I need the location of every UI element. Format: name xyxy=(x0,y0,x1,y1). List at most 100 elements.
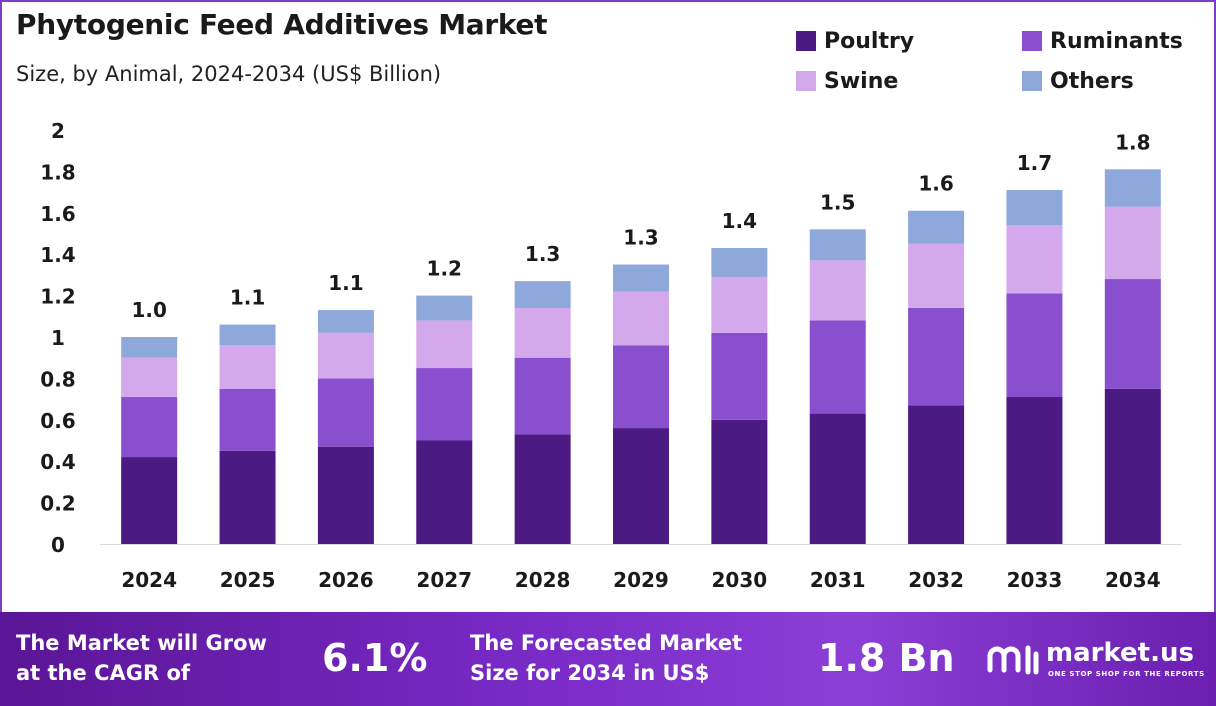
bar-segment-poultry xyxy=(809,413,866,544)
legend-label-swine: Swine xyxy=(824,68,899,94)
bar-segment-poultry xyxy=(219,450,276,544)
bar-segment-ruminants xyxy=(1006,293,1063,398)
y-tick-label: 1.8 xyxy=(40,160,75,184)
bar-segment-swine xyxy=(809,260,866,321)
legend-item-poultry: Poultry xyxy=(796,26,1022,56)
bar-segment-others xyxy=(908,210,965,244)
y-tick-label: 1.4 xyxy=(40,243,75,267)
bar-segment-swine xyxy=(613,291,669,346)
bar-total-label: 1.8 xyxy=(1115,130,1150,154)
legend-label-poultry: Poultry xyxy=(824,28,915,54)
bar-segment-poultry xyxy=(416,440,473,544)
bar-segment-poultry xyxy=(514,434,571,544)
brand-name: market.us xyxy=(1046,638,1194,668)
bar-segment-poultry xyxy=(711,419,768,544)
bar-segment-swine xyxy=(711,276,768,333)
y-tick-label: 0 xyxy=(51,533,65,557)
bar-segment-ruminants xyxy=(711,332,768,420)
x-tick-label: 2028 xyxy=(515,568,571,592)
y-tick-label: 0.2 xyxy=(40,492,75,516)
cagr-value: 6.1% xyxy=(322,636,428,680)
bar-segment-swine xyxy=(416,320,473,369)
legend-label-ruminants: Ruminants xyxy=(1050,28,1183,54)
x-tick-label: 2031 xyxy=(810,568,866,592)
bar-total-label: 1.3 xyxy=(623,226,658,250)
cagr-text: The Market will Grow at the CAGR of xyxy=(16,631,267,685)
bar-segment-poultry xyxy=(317,446,374,544)
x-tick-label: 2026 xyxy=(318,568,374,592)
bar-total-label: 1.5 xyxy=(820,190,855,214)
bar-total-label: 1.1 xyxy=(230,286,265,310)
bar-total-label: 1.3 xyxy=(525,242,560,266)
forecast-text: The Forecasted Market Size for 2034 in U… xyxy=(470,631,743,685)
bar-segment-swine xyxy=(121,357,178,398)
bar-segment-ruminants xyxy=(416,368,473,441)
bar-segment-others xyxy=(514,281,571,309)
legend-item-ruminants: Ruminants xyxy=(1022,26,1206,56)
bar-total-label: 1.2 xyxy=(427,257,462,281)
y-tick-label: 0.8 xyxy=(40,367,75,391)
bar-segment-others xyxy=(1104,169,1161,207)
x-tick-label: 2029 xyxy=(613,568,669,592)
bar-segment-swine xyxy=(1006,225,1063,294)
chart-subtitle: Size, by Animal, 2024-2034 (US$ Billion) xyxy=(16,62,442,86)
legend: Poultry Ruminants Swine Others xyxy=(796,26,1206,98)
bar-segment-ruminants xyxy=(613,345,669,429)
bar-total-label: 1.1 xyxy=(328,271,363,295)
forecast-value: 1.8 Bn xyxy=(818,636,955,680)
bar-segment-swine xyxy=(514,308,571,358)
legend-swatch-others xyxy=(1022,71,1042,91)
bar-segment-ruminants xyxy=(809,320,866,414)
bar-segment-ruminants xyxy=(317,378,374,447)
y-tick-label: 0.6 xyxy=(40,409,75,433)
y-tick-label: 1.2 xyxy=(40,285,75,309)
bar-segment-ruminants xyxy=(908,308,965,406)
bar-segment-others xyxy=(711,247,768,277)
bar-total-label: 1.7 xyxy=(1017,151,1052,175)
legend-item-swine: Swine xyxy=(796,66,1022,96)
y-tick-label: 1.6 xyxy=(40,202,75,226)
bar-segment-poultry xyxy=(1104,388,1161,544)
bar-segment-swine xyxy=(317,332,374,379)
chart-title: Phytogenic Feed Additives Market xyxy=(16,8,548,41)
legend-item-others: Others xyxy=(1022,66,1206,96)
x-tick-label: 2033 xyxy=(1007,568,1063,592)
bar-segment-poultry xyxy=(908,405,965,544)
legend-label-others: Others xyxy=(1050,68,1134,94)
legend-swatch-poultry xyxy=(796,31,816,51)
y-tick-label: 2 xyxy=(51,119,65,143)
legend-swatch-ruminants xyxy=(1022,31,1042,51)
bar-segment-others xyxy=(613,264,669,292)
footer-banner: The Market will Grow at the CAGR of 6.1%… xyxy=(0,612,1216,706)
bar-segment-ruminants xyxy=(219,388,276,451)
bar-segment-others xyxy=(1006,190,1063,226)
x-tick-label: 2024 xyxy=(121,568,177,592)
x-tick-label: 2025 xyxy=(220,568,276,592)
bar-segment-ruminants xyxy=(121,397,178,458)
x-tick-label: 2027 xyxy=(416,568,472,592)
legend-swatch-swine xyxy=(796,71,816,91)
bar-segment-others xyxy=(416,295,473,321)
bar-segment-others xyxy=(219,324,276,346)
y-tick-label: 0.4 xyxy=(40,450,75,474)
bar-segment-swine xyxy=(1104,206,1161,280)
bar-segment-poultry xyxy=(121,457,178,544)
y-tick-label: 1 xyxy=(51,326,65,350)
x-tick-label: 2034 xyxy=(1105,568,1161,592)
bar-segment-poultry xyxy=(613,428,669,544)
bar-segment-poultry xyxy=(1006,397,1063,544)
stacked-bar-chart: 0 0.2 0.4 0.6 0.8 1 1.2 1.4 1.6 1.8 2 1.0 2024 1.1 202… xyxy=(40,119,1182,592)
bar-segment-others xyxy=(317,310,374,333)
bar-segment-swine xyxy=(219,345,276,389)
brand-logo[interactable]: market.us ONE STOP SHOP FOR THE REPORTS xyxy=(986,636,1206,686)
bar-segment-swine xyxy=(908,243,965,309)
bar-segment-ruminants xyxy=(514,357,571,435)
x-tick-label: 2030 xyxy=(712,568,768,592)
bar-total-label: 1.0 xyxy=(131,298,166,322)
bar-total-label: 1.6 xyxy=(918,172,953,196)
market-us-logo-icon xyxy=(987,645,1039,675)
x-tick-label: 2032 xyxy=(908,568,964,592)
bar-total-label: 1.4 xyxy=(722,209,757,233)
bar-segment-others xyxy=(121,337,178,358)
